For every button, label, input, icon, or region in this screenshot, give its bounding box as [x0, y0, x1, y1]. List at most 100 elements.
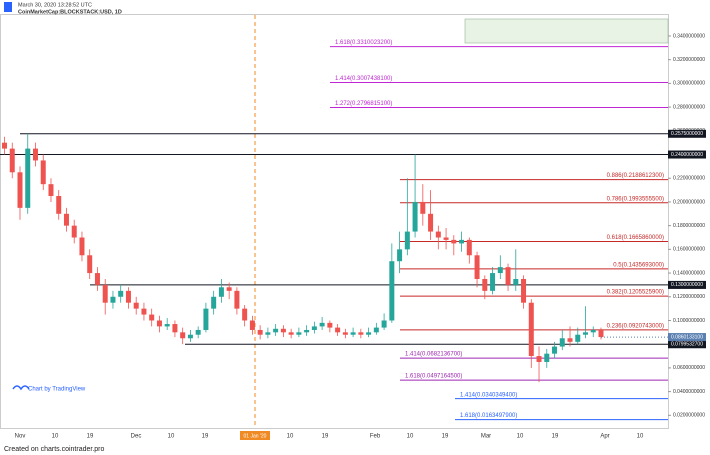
candle-body	[536, 356, 542, 362]
candle-body	[497, 267, 503, 274]
candle-body	[342, 332, 348, 335]
candle-body	[187, 334, 193, 339]
x-tick-label: 19	[202, 434, 209, 440]
fib-label: 1.414(0.0682136700)	[405, 352, 462, 358]
candle-body	[544, 353, 550, 362]
candle-body	[156, 320, 162, 327]
candle-body	[552, 346, 558, 354]
zone-box	[464, 18, 669, 44]
x-tick-label: Apr	[600, 434, 609, 440]
candle-body	[118, 290, 124, 297]
fib-label: 1.414(0.0340349400)	[460, 392, 517, 398]
candle-body	[273, 328, 279, 333]
x-tick-label: 19	[552, 434, 559, 440]
candle-body	[590, 329, 596, 333]
candle-body	[257, 329, 263, 335]
x-tick-label: Feb	[370, 434, 381, 440]
price-box	[668, 340, 706, 349]
candle-body	[2, 142, 7, 149]
plot-frame	[0, 14, 669, 429]
fib-label: 0.618(0.1665860000)	[607, 235, 664, 241]
x-tick-label: Dec	[131, 434, 142, 440]
y-tick-label: 0.3400000000	[673, 33, 705, 39]
candle-body	[17, 172, 23, 208]
candle-body	[304, 329, 310, 333]
fib-label: 1.618(0.0163497900)	[460, 413, 517, 419]
candle-body	[242, 308, 248, 321]
fib-label: 0.5(0.1435693000)	[613, 262, 664, 268]
price-box	[668, 150, 706, 159]
x-tick-label: 10	[287, 434, 294, 440]
x-tick-label: 10	[168, 434, 175, 440]
candle-body	[32, 148, 38, 161]
candle-body	[327, 322, 333, 328]
candle-body	[420, 201, 426, 214]
fib-label: 0.886(0.2188612300)	[607, 173, 664, 179]
candle-body	[373, 327, 379, 333]
candle-body	[25, 148, 31, 208]
x-tick-label: 10	[52, 434, 59, 440]
y-tick-label: 0.1600000000	[673, 247, 705, 253]
x-tick-label: 10	[637, 434, 644, 440]
candle-body	[366, 332, 372, 335]
candle-body	[567, 338, 573, 342]
candle-body	[133, 302, 139, 309]
candle-body	[180, 332, 186, 339]
candle-body	[575, 334, 581, 342]
candle-body	[9, 148, 15, 173]
candle-body	[63, 213, 69, 226]
candle-body	[381, 320, 387, 328]
fib-label: 0.236(0.0920743000)	[607, 323, 664, 329]
candle-body	[79, 237, 85, 256]
y-tick-label: 0.3200000000	[673, 57, 705, 63]
last-price-box	[668, 333, 706, 342]
candle-body	[505, 267, 511, 285]
y-tick-label: 0.0400000000	[673, 389, 705, 395]
candle-body	[559, 338, 565, 347]
fib-label: 1.618(0.0497164500)	[405, 374, 462, 380]
date-marker-box	[240, 431, 270, 440]
x-tick-label: 10	[517, 434, 524, 440]
candle-body	[490, 273, 496, 291]
logo	[4, 2, 12, 12]
x-tick-label: 19	[322, 434, 329, 440]
footer: Created on charts.cointrader.pro	[4, 446, 104, 453]
y-tick-label: 0.1400000000	[673, 270, 705, 276]
candle-body	[435, 231, 441, 238]
fib-label: 0.382(0.1205525900)	[607, 290, 664, 296]
candle-body	[125, 290, 131, 303]
candle-body	[296, 332, 302, 335]
tradingview-logo	[12, 385, 30, 391]
fib-label: 1.414(0.3007438100)	[335, 76, 392, 82]
chart-title: CoinMarketCap:BLOCKSTACK:USD, 1D	[18, 9, 122, 15]
candle-body	[335, 327, 341, 333]
x-tick-label: Nov	[15, 434, 26, 440]
candle-body	[164, 324, 170, 327]
candle-body	[211, 296, 217, 309]
price-label: 0.2400000000	[671, 152, 703, 158]
candle-body	[249, 320, 255, 330]
candle-body	[40, 160, 46, 185]
date-marker-label: 01 Jan '20	[244, 433, 267, 439]
candle-body	[528, 302, 534, 357]
price-label: 0.1300000000	[671, 282, 703, 288]
candle-body	[56, 196, 62, 214]
candle-body	[87, 255, 93, 274]
candle-body	[404, 231, 410, 250]
y-tick-label: 0.0600000000	[673, 365, 705, 371]
candle-body	[513, 278, 519, 285]
candle-body	[466, 239, 472, 256]
candle-body	[482, 278, 488, 291]
candle-body	[521, 278, 527, 303]
credit: Chart by TradingView	[28, 387, 86, 393]
fib-label: 1.618(0.3310023200)	[335, 40, 392, 46]
candle-body	[71, 225, 77, 238]
candle-body	[234, 290, 240, 309]
x-tick-label: 19	[87, 434, 94, 440]
candle-body	[443, 237, 449, 240]
candle-body	[110, 296, 116, 303]
y-tick-label: 0.1800000000	[673, 223, 705, 229]
price-box	[668, 280, 706, 289]
price-label: 0.0799532700	[671, 342, 703, 348]
